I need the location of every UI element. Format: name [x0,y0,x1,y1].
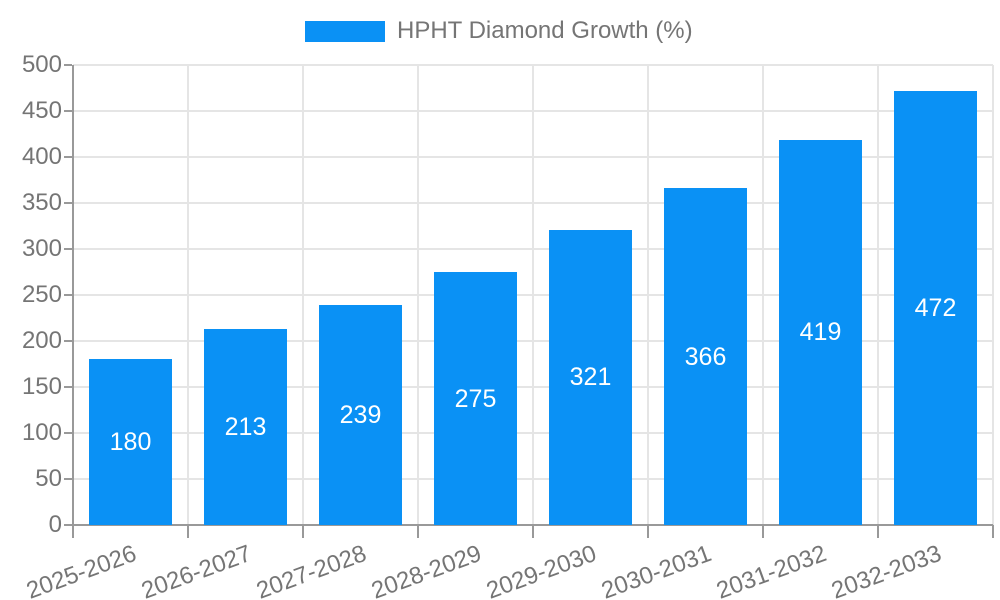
x-axis-label: 2030-2031 [597,540,715,600]
x-axis-label: 2026-2027 [137,540,255,600]
x-axis-label: 2032-2033 [827,540,945,600]
vertical-gridline [992,65,994,525]
vertical-gridline [302,65,304,525]
y-axis-label: 200 [21,327,62,354]
y-axis-tick [64,432,72,434]
vertical-gridline [647,65,649,525]
y-axis-label: 0 [48,511,62,538]
bar-value-label: 366 [684,342,727,371]
x-axis-tick [992,525,994,538]
vertical-gridline [532,65,534,525]
y-axis-tick [64,524,72,526]
bar-2030-2031[interactable]: 366 [664,188,747,525]
y-axis-tick [64,248,72,250]
y-axis-tick [64,340,72,342]
x-axis-label: 2028-2029 [367,540,485,600]
vertical-gridline [187,65,189,525]
y-axis-label: 100 [21,419,62,446]
bar-value-label: 213 [224,413,267,442]
x-axis-label: 2027-2028 [252,540,370,600]
y-axis-tick [64,110,72,112]
y-axis-tick [64,386,72,388]
x-axis-tick [72,525,74,538]
y-axis-tick [64,64,72,66]
bar-2026-2027[interactable]: 213 [204,329,287,525]
x-axis-tick [302,525,304,538]
x-axis-tick [532,525,534,538]
y-axis-label: 400 [21,143,62,170]
legend-swatch [305,20,385,42]
y-axis-label: 300 [21,235,62,262]
bar-value-label: 419 [799,318,842,347]
y-axis-tick [64,294,72,296]
x-axis-tick [187,525,189,538]
bar-value-label: 321 [569,363,612,392]
y-axis-label: 500 [21,51,62,78]
y-axis-label: 50 [35,465,62,492]
bar-2031-2032[interactable]: 419 [779,139,862,525]
bar-2028-2029[interactable]: 275 [434,272,517,525]
x-axis-tick [647,525,649,538]
legend[interactable]: HPHT Diamond Growth (%) [305,17,693,45]
x-axis-tick [762,525,764,538]
x-axis-tick [877,525,879,538]
y-axis-label: 250 [21,281,62,308]
bar-2027-2028[interactable]: 239 [319,305,402,525]
bar-2025-2026[interactable]: 180 [89,359,172,525]
bar-2029-2030[interactable]: 321 [549,229,632,525]
y-axis-label: 350 [21,189,62,216]
plot-area: 180 213 239 275 321 366 419 472 [64,64,994,538]
legend-label: HPHT Diamond Growth (%) [397,17,693,44]
y-axis-tick [64,156,72,158]
y-axis-tick [64,478,72,480]
x-axis-label: 2025-2026 [22,540,140,600]
bar-value-label: 239 [339,401,382,430]
vertical-gridline [417,65,419,525]
y-axis-label: 150 [21,373,62,400]
bar-2032-2033[interactable]: 472 [894,90,977,525]
y-axis-label: 450 [21,97,62,124]
vertical-gridline [877,65,879,525]
x-axis-label: 2029-2030 [482,540,600,600]
y-axis-line [72,65,74,538]
bar-value-label: 472 [914,293,957,322]
vertical-gridline [762,65,764,525]
bar-value-label: 180 [109,428,152,457]
bar-value-label: 275 [454,384,497,413]
x-axis-tick [417,525,419,538]
x-axis-label: 2031-2032 [712,540,830,600]
y-axis-tick [64,202,72,204]
